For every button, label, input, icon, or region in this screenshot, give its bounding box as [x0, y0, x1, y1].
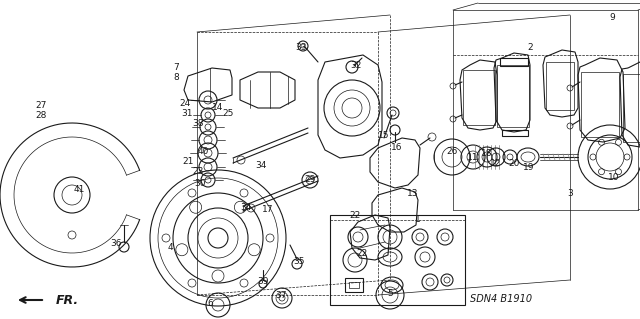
Text: 11: 11: [467, 152, 479, 161]
Text: 19: 19: [524, 162, 535, 172]
Bar: [623, 74, 640, 142]
Text: 26: 26: [446, 147, 458, 157]
Text: 17: 17: [262, 205, 274, 214]
Text: 6: 6: [207, 299, 213, 308]
Bar: [463, 70, 495, 125]
Text: 38: 38: [192, 120, 204, 129]
Text: 7: 7: [173, 63, 179, 72]
Text: 40: 40: [197, 146, 209, 155]
Bar: [345, 278, 363, 292]
Text: 23: 23: [192, 167, 204, 176]
Text: 16: 16: [391, 144, 403, 152]
Text: 5: 5: [387, 290, 393, 299]
Text: 35: 35: [293, 256, 305, 265]
Bar: [497, 65, 529, 127]
Text: 25: 25: [222, 109, 234, 118]
Text: FR.: FR.: [56, 293, 79, 307]
Text: 28: 28: [35, 110, 47, 120]
Text: 27: 27: [35, 100, 47, 109]
Bar: [502, 130, 528, 136]
Text: 8: 8: [173, 73, 179, 83]
Text: 20: 20: [508, 159, 520, 167]
Text: 13: 13: [407, 189, 419, 197]
Text: 32: 32: [350, 62, 362, 70]
Text: 29: 29: [304, 175, 316, 184]
Bar: [546, 62, 574, 110]
Text: 22: 22: [356, 249, 367, 258]
Text: 34: 34: [255, 160, 267, 169]
Text: 4: 4: [167, 243, 173, 253]
Text: 39: 39: [257, 278, 269, 286]
Text: 34: 34: [240, 204, 252, 212]
Text: 2: 2: [527, 42, 533, 51]
Bar: [581, 72, 619, 137]
Text: 21: 21: [182, 157, 194, 166]
Text: SDN4 B1910: SDN4 B1910: [470, 294, 532, 304]
Text: 30: 30: [195, 179, 205, 188]
Text: 9: 9: [609, 13, 615, 23]
Text: 24: 24: [179, 100, 191, 108]
Text: 1: 1: [415, 216, 421, 225]
Text: 15: 15: [378, 131, 390, 140]
Text: 22: 22: [349, 211, 360, 219]
Text: 41: 41: [74, 186, 84, 195]
Text: 12: 12: [490, 159, 502, 167]
Text: 37: 37: [275, 292, 287, 300]
Text: 10: 10: [608, 174, 620, 182]
Bar: [330, 215, 465, 305]
Bar: [500, 58, 528, 66]
Text: 31: 31: [181, 109, 193, 118]
Text: 33: 33: [295, 42, 307, 51]
Text: 18: 18: [481, 149, 493, 158]
Text: 36: 36: [110, 239, 122, 248]
Bar: [349, 282, 359, 288]
Text: 14: 14: [212, 102, 224, 112]
Text: 3: 3: [567, 189, 573, 197]
